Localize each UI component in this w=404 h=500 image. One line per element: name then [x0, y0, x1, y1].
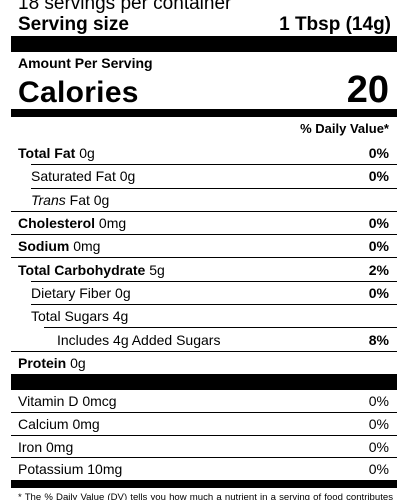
nutrient-row-total-sugars: Total Sugars 4g	[31, 304, 397, 327]
nutrient-row-cholesterol: Cholesterol 0mg 0%	[11, 210, 397, 234]
nutrient-row-added-sugars: Includes 4g Added Sugars 8%	[44, 327, 397, 350]
nutrient-row-saturated-fat: Saturated Fat 0g 0%	[31, 164, 397, 187]
medium-divider	[11, 109, 397, 117]
nutrient-name: Includes 4g Added Sugars	[57, 331, 221, 348]
thick-divider	[11, 36, 397, 52]
nutrient-name: Total Fat	[18, 144, 76, 161]
footnote: * The % Daily Value (DV) tells you how m…	[18, 491, 393, 500]
nutrient-amount: 5g	[149, 261, 165, 278]
vitamin-row-iron: Iron 0mg 0%	[11, 434, 397, 458]
vitamin-name: Potassium 10mg	[18, 461, 123, 478]
nutrient-row-trans-fat: Trans Fat 0g	[31, 187, 397, 211]
servings-per-container: 18 servings per container	[18, 0, 232, 14]
medium-divider	[11, 479, 397, 488]
nutrition-facts-label: 18 servings per container Serving size 1…	[11, 0, 397, 500]
nutrient-row-protein: Protein 0g	[11, 350, 397, 374]
nutrient-row-total-fat: Total Fat 0g 0%	[11, 141, 397, 164]
daily-value-percent: 8%	[368, 331, 389, 348]
nutrient-amount: 0mg	[73, 238, 101, 255]
serving-size-row: Serving size 1 Tbsp (14g)	[11, 14, 397, 36]
vitamin-row-vitamin-d: Vitamin D 0mcg 0%	[11, 390, 397, 413]
daily-value-percent: 0%	[368, 168, 389, 185]
vitamin-name: Iron 0mg	[18, 438, 74, 455]
vitamin-name: Calcium 0mg	[18, 416, 100, 433]
nutrient-amount: 0g	[79, 144, 95, 161]
nutrient-name: Total Carbohydrate	[18, 261, 146, 278]
nutrient-name-italic: Trans	[31, 191, 66, 208]
nutrient-row-dietary-fiber: Dietary Fiber 0g 0%	[31, 280, 397, 304]
daily-value-percent: 0%	[368, 284, 389, 301]
nutrient-amount: 0g	[70, 354, 86, 371]
nutrient-row-total-carbohydrate: Total Carbohydrate 5g 2%	[11, 257, 397, 280]
calories-label: Calories	[18, 76, 139, 109]
vitamin-row-potassium: Potassium 10mg 0%	[11, 457, 397, 480]
vitamin-percent: 0%	[368, 393, 389, 410]
calories-value: 20	[346, 69, 389, 111]
nutrient-name: Cholesterol	[18, 215, 96, 232]
vitamin-percent: 0%	[368, 438, 389, 455]
daily-value-percent: 0%	[368, 144, 389, 161]
nutrient-name: Sodium	[18, 238, 70, 255]
amount-per-serving: Amount Per Serving	[18, 55, 153, 71]
nutrient-amount: 0mg	[98, 215, 127, 232]
calories-row: Calories 20	[11, 71, 397, 109]
daily-value-header: % Daily Value*	[300, 121, 389, 136]
nutrient-row-sodium: Sodium 0mg 0%	[11, 234, 397, 257]
daily-value-percent: 0%	[368, 215, 389, 232]
nutrient-name: Dietary Fiber	[31, 284, 112, 301]
daily-value-percent: 2%	[368, 261, 389, 278]
nutrient-amount: 0g	[115, 284, 131, 301]
serving-size-value: 1 Tbsp (14g)	[279, 14, 391, 35]
nutrient-amount: 0g	[119, 168, 136, 185]
daily-value-percent: 0%	[368, 238, 389, 255]
vitamin-name: Vitamin D 0mcg	[18, 393, 117, 410]
vitamin-row-calcium: Calcium 0mg 0%	[11, 412, 397, 435]
serving-size-label: Serving size	[18, 14, 129, 35]
thick-divider	[11, 373, 397, 390]
nutrient-name: Total Sugars	[31, 308, 109, 325]
nutrient-name: Protein	[18, 354, 67, 371]
nutrient-name: Saturated Fat	[31, 168, 116, 185]
vitamin-percent: 0%	[368, 461, 389, 478]
nutrient-amount: 0g	[93, 191, 110, 208]
nutrient-amount: 4g	[112, 308, 129, 325]
nutrient-name: Fat	[69, 191, 90, 208]
vitamin-percent: 0%	[368, 416, 389, 433]
